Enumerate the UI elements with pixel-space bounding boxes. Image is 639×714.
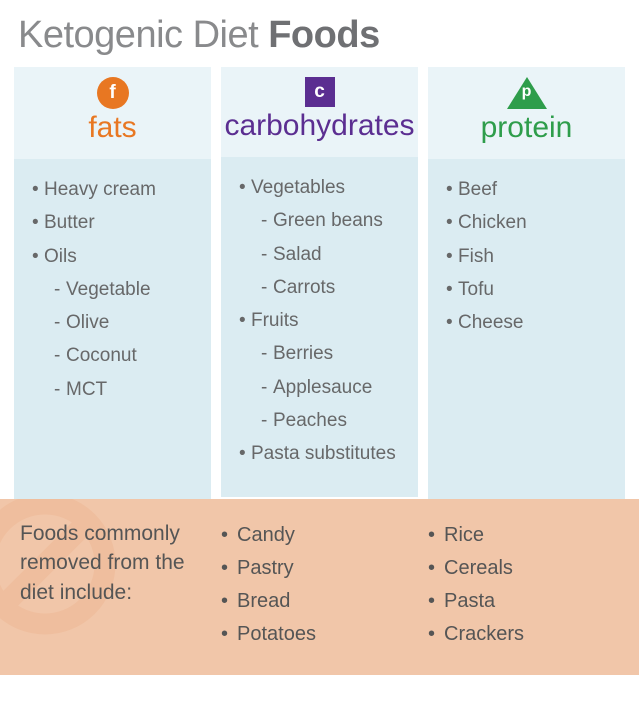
item-list: VegetablesGreen beansSaladCarrotsFruitsB… [239,171,408,470]
column-body-fats: Heavy creamButterOilsVegetableOliveCocon… [14,159,211,499]
fats-icon: f [97,77,129,109]
removed-label: Foods commonly removed from the diet inc… [14,519,211,607]
list-item: Candy [221,519,418,552]
list-item: OilsVegetableOliveCoconutMCT [32,240,201,406]
title-bold: Foods [268,14,379,56]
list-item: Green beans [261,204,408,237]
list-item: Pasta substitutes [239,437,408,470]
list-item: Cheese [446,306,615,339]
column-fats: f fats Heavy creamButterOilsVegetableOlive… [14,67,211,499]
list-item: Crackers [428,618,625,651]
list-item: Pastry [221,552,418,585]
protein-icon: p [507,77,547,109]
sub-list: BerriesApplesaucePeaches [251,337,408,437]
item-list: BeefChickenFishTofuCheese [446,173,615,339]
list-item: MCT [54,373,201,406]
removed-section: Foods commonly removed from the diet inc… [0,499,639,675]
list-item: Heavy cream [32,173,201,206]
list-item: Bread [221,585,418,618]
list-item: Coconut [54,339,201,372]
column-head-carbs: c carbohydrates [221,67,418,157]
column-head-fats: f fats [14,67,211,159]
removed-list-1: CandyPastryBreadPotatoes [221,519,418,651]
sub-list: Green beansSaladCarrots [251,204,408,304]
carbs-icon: c [305,77,335,107]
list-item: Applesauce [261,371,408,404]
category-label-fats: fats [14,113,211,143]
column-head-protein: p protein [428,67,625,159]
column-carbs: c carbohydrates VegetablesGreen beansSalad… [221,67,418,499]
removed-list-2: RiceCerealsPastaCrackers [428,519,625,651]
list-item: Berries [261,337,408,370]
list-item: Salad [261,238,408,271]
title-light: Ketogenic Diet [18,14,268,56]
page-title: Ketogenic Diet Foods [18,14,625,57]
list-item: Butter [32,206,201,239]
item-list: Heavy creamButterOilsVegetableOliveCocon… [32,173,201,406]
sub-list: VegetableOliveCoconutMCT [44,273,201,406]
category-columns: f fats Heavy creamButterOilsVegetableOlive… [14,67,625,499]
category-label-protein: protein [428,113,625,143]
list-item: FruitsBerriesApplesaucePeaches [239,304,408,437]
column-body-carbs: VegetablesGreen beansSaladCarrotsFruitsB… [221,157,418,497]
list-item: Fish [446,240,615,273]
list-item: Olive [54,306,201,339]
list-item: Tofu [446,273,615,306]
list-item: Pasta [428,585,625,618]
list-item: Vegetable [54,273,201,306]
list-item: Rice [428,519,625,552]
list-item: Carrots [261,271,408,304]
list-item: Chicken [446,206,615,239]
column-body-protein: BeefChickenFishTofuCheese [428,159,625,499]
list-item: VegetablesGreen beansSaladCarrots [239,171,408,304]
category-label-carbs: carbohydrates [221,111,418,141]
list-item: Cereals [428,552,625,585]
list-item: Peaches [261,404,408,437]
column-protein: p protein BeefChickenFishTofuCheese [428,67,625,499]
list-item: Beef [446,173,615,206]
list-item: Potatoes [221,618,418,651]
